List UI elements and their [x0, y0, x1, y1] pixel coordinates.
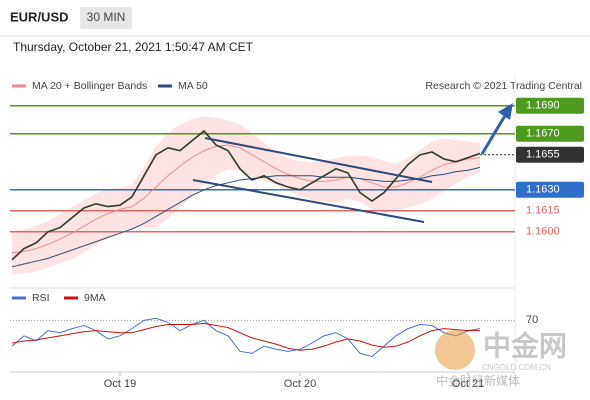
series-line	[11, 144, 481, 254]
bollinger-lower	[11, 168, 481, 275]
bollinger-fill	[12, 117, 480, 274]
symbol: EUR/USD	[10, 9, 69, 24]
price-line	[11, 129, 481, 261]
level-label: 1.1655	[526, 149, 560, 161]
watermark-logo: 中金网	[483, 329, 567, 361]
level-label: 1.1615	[526, 205, 560, 217]
y-tick-label: 70	[526, 314, 538, 326]
timestamp: Thursday, October 21, 2021 1:50:47 AM CE…	[13, 40, 254, 54]
x-tick-label: Oct 20	[284, 378, 316, 390]
watermark-site: CNGOLD.COM.CN	[482, 363, 551, 372]
credit: Research © 2021 Trading Central	[425, 80, 582, 92]
forecast-arrowhead	[498, 103, 513, 120]
watermark-tagline: 中金财经新媒体	[436, 373, 520, 388]
level-label: 1.1670	[526, 128, 560, 140]
level-label: 1.1600	[526, 226, 560, 238]
legend-label: RSI	[32, 292, 50, 304]
watermark-logo-mark	[435, 330, 475, 370]
forecast-arrow	[480, 113, 508, 155]
x-tick-label: Oct 19	[104, 378, 136, 390]
series-line	[11, 166, 481, 268]
level-label: 1.1630	[526, 184, 560, 196]
legend-label: 9MA	[84, 292, 106, 304]
channel-lower	[192, 179, 425, 223]
series-line	[11, 322, 480, 351]
level-label-box	[516, 125, 584, 142]
x-tick-label: Oct 21	[452, 378, 484, 390]
bollinger-upper	[11, 116, 481, 233]
level-label: 1.1690	[526, 100, 560, 112]
level-label-box	[516, 146, 584, 163]
timeframe: 30 MIN	[87, 10, 126, 24]
legend-label: MA 20 + Bollinger Bands	[32, 80, 147, 92]
level-label-box	[516, 181, 584, 198]
legend-label: MA 50	[178, 80, 208, 92]
series-line	[11, 317, 481, 358]
level-label-box	[516, 97, 584, 114]
timeframe-badge	[80, 7, 132, 29]
channel-upper	[204, 137, 433, 183]
